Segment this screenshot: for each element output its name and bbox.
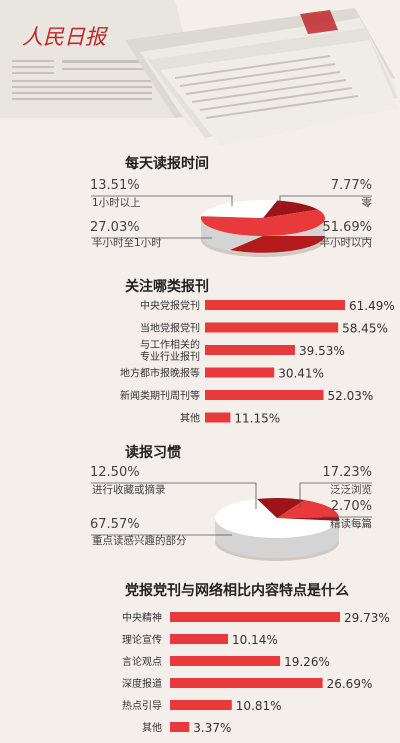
section2-bar	[205, 412, 231, 423]
section4-value-label: 29.73%	[344, 611, 390, 625]
pie1-side-red	[230, 236, 325, 253]
pie2-slice-2	[277, 500, 339, 518]
section4-value-label: 3.37%	[193, 721, 231, 735]
section3-title: 读报习惯	[125, 444, 181, 461]
pie2-desc-focus: 重点读感兴趣的部分	[92, 534, 187, 547]
pie1-slice-0	[201, 216, 325, 236]
section2-category-label: 地方都市报晚报等	[120, 367, 200, 380]
section2-value-label: 58.45%	[342, 322, 388, 336]
section4-category-label: 言论观点	[122, 655, 162, 668]
pie2-desc-collect: 进行收藏或摘录	[92, 483, 166, 496]
section4-bar	[170, 722, 190, 732]
pie1-labels: 13.51% 1小时以上 27.03% 半小时至1小时 7.77% 零 51.6…	[90, 178, 373, 249]
pie2-slice-3	[277, 517, 339, 521]
section4-category-label: 热点引导	[122, 699, 162, 712]
pie2-desc-browse: 泛泛浏览	[330, 483, 372, 496]
pie2-pct-browse: 17.23%	[322, 465, 372, 480]
section4-category-label: 深度报道	[122, 677, 162, 690]
pie2-desc-intensive: 精读每篇	[330, 517, 372, 530]
section4-category-label: 理论宣传	[122, 633, 162, 646]
section2-value-label: 11.15%	[234, 412, 280, 426]
pie2-slice-1	[257, 497, 305, 518]
pie1-desc-half-to-1h: 半小时至1小时	[92, 236, 162, 249]
section2-value-label: 52.03%	[328, 389, 374, 403]
section2-category-label: 当地党报党刊	[140, 322, 200, 335]
pie1-desc-within-half: 半小时以内	[320, 236, 373, 249]
section4-value-label: 19.26%	[284, 655, 330, 669]
pie2-leader-collect	[91, 482, 257, 509]
pie1-slice-2	[263, 200, 318, 218]
pie1-desc-zero: 零	[362, 197, 373, 209]
section4-bar	[170, 700, 232, 710]
section2-title: 关注哪类报刊	[125, 278, 209, 295]
section4-value-label: 10.81%	[236, 699, 282, 713]
section2-category-label: 专业行业报刊	[140, 350, 200, 363]
section4-category-label: 其他	[142, 721, 162, 734]
pie1-slice-3	[263, 209, 325, 218]
section2-bar	[205, 390, 324, 400]
pie2-labels: 12.50% 进行收藏或摘录 67.57% 重点读感兴趣的部分 17.23% 泛…	[90, 465, 372, 547]
masthead-logo: 人民日报	[22, 25, 109, 49]
section1-title: 每天读报时间	[125, 155, 209, 172]
pie2-pct-intensive: 2.70%	[331, 499, 372, 514]
pie2-pct-focus: 67.57%	[90, 517, 140, 532]
pie1-leader-1h-plus	[91, 195, 233, 206]
section2-bar	[205, 345, 295, 355]
section4-bar-chart: 中央精神 29.73% 理论宣传 10.14% 言论观点 19.26% 深度报道 26.69%…	[122, 611, 390, 735]
section4-category-label: 中央精神	[122, 611, 162, 624]
pie2-leader-browse	[299, 482, 372, 508]
pie1-pct-within-half: 51.69%	[322, 220, 372, 235]
section2-value-label: 39.53%	[299, 344, 345, 358]
section3-pie	[215, 497, 339, 561]
section2-category-label: 与工作相关的	[140, 338, 200, 351]
section2-category-label: 新闻类期刊周刊等	[120, 389, 200, 402]
pie1-slice-1	[201, 200, 278, 218]
section2-value-label: 30.41%	[278, 367, 324, 381]
pie2-slice-0	[215, 499, 339, 538]
section4-bar	[170, 634, 228, 644]
section4-bar	[170, 656, 281, 666]
section1-pie	[201, 200, 325, 257]
section2-bar	[205, 300, 345, 310]
pie1-pct-half-to-1h: 27.03%	[90, 220, 140, 235]
pie1-pct-1h-plus: 13.51%	[90, 178, 140, 193]
section2-category-label: 其他	[180, 412, 200, 425]
section2-bar	[205, 322, 339, 333]
newspaper-header-image: 人民日报	[0, 0, 400, 150]
pie1-pct-zero: 7.77%	[331, 178, 372, 193]
pie2-pct-collect: 12.50%	[90, 465, 140, 480]
section4-bar	[170, 612, 340, 622]
section4-title: 党报党刊与网络相比内容特点是什么	[125, 582, 349, 599]
section4-bar	[170, 678, 323, 688]
section2-category-label: 中央党报党刊	[140, 299, 200, 312]
section4-value-label: 10.14%	[232, 633, 278, 647]
pie1-desc-1h-plus: 1小时以上	[92, 197, 141, 209]
section2-value-label: 61.49%	[349, 299, 395, 313]
section4-value-label: 26.69%	[327, 677, 373, 691]
section2-bar	[205, 367, 275, 378]
pie1-leader-zero	[279, 195, 372, 205]
